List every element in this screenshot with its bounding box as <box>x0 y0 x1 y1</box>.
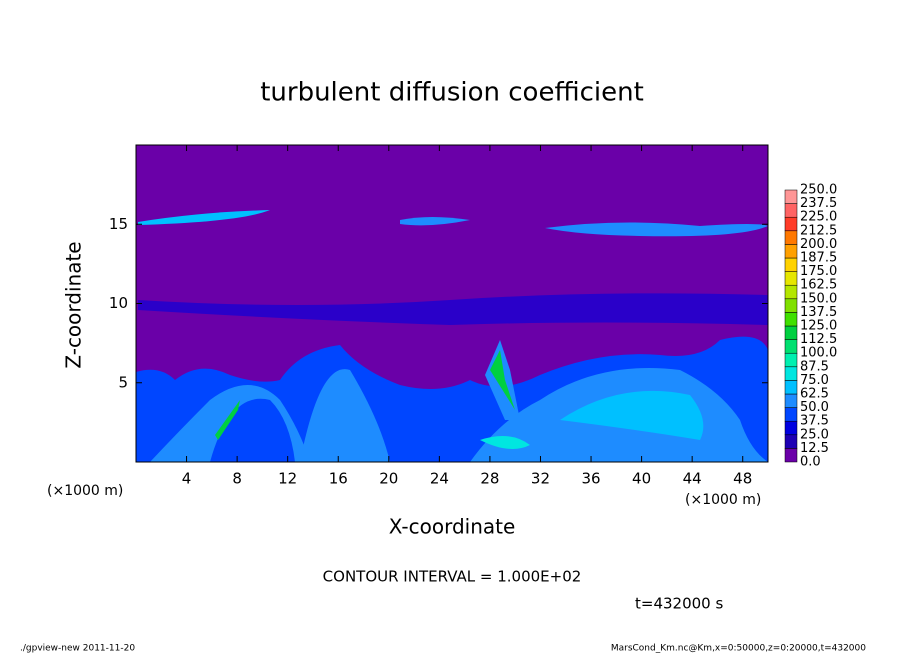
colorbar-box <box>784 284 798 300</box>
x-tick-label: 44 <box>683 470 702 488</box>
colorbar-box <box>784 203 798 218</box>
colorbar-box <box>784 216 798 232</box>
x-unit-label: (×1000 m) <box>685 492 761 508</box>
colorbar-box <box>784 420 798 436</box>
colorbar-box <box>784 298 798 313</box>
field-shape <box>138 293 768 325</box>
colorbar-label: 162.5 <box>800 278 837 293</box>
colorbar-label: 62.5 <box>800 387 829 402</box>
colorbar-label: 212.5 <box>800 223 837 238</box>
colorbar-box <box>784 271 798 286</box>
colorbar-label: 137.5 <box>800 305 837 320</box>
x-tick-label: 12 <box>278 470 297 488</box>
colorbar-label: 37.5 <box>800 414 829 429</box>
x-tick-label: 28 <box>480 470 499 488</box>
colorbar-label: 200.0 <box>800 237 837 252</box>
colorbar-box <box>784 325 798 340</box>
x-tick-label: 40 <box>632 470 651 488</box>
y-unit-label: (×1000 m) <box>47 483 123 499</box>
contour-interval: CONTOUR INTERVAL = 1.000E+02 <box>323 568 582 586</box>
colorbar-box <box>784 380 798 395</box>
y-axis-label: Z-coordinate <box>62 241 86 368</box>
time-label: t=432000 s <box>635 595 723 613</box>
colorbar-label: 112.5 <box>800 332 837 347</box>
field-shape <box>490 350 515 410</box>
colorbar-label: 187.5 <box>800 251 837 266</box>
field-shape <box>210 398 295 462</box>
colorbar-label: 75.0 <box>800 373 829 388</box>
colorbar-label: 50.0 <box>800 400 829 415</box>
colorbar-label: 237.5 <box>800 196 837 211</box>
colorbar-label: 12.5 <box>800 441 829 456</box>
colorbar-box <box>784 407 798 422</box>
x-tick-label: 24 <box>430 470 449 488</box>
colorbar-label: 25.0 <box>800 427 829 442</box>
colorbar-box <box>784 312 798 327</box>
colorbar-label: 175.0 <box>800 264 837 279</box>
colorbar-label: 150.0 <box>800 291 837 306</box>
colorbar-box <box>784 448 798 463</box>
colorbar-label: 225.0 <box>800 210 837 225</box>
field-shape <box>545 222 768 237</box>
x-tick-label: 4 <box>182 470 192 488</box>
colorbar-box <box>784 393 798 408</box>
colorbar-box <box>784 352 798 368</box>
field-shape <box>400 217 470 226</box>
colorbar-label: 87.5 <box>800 359 829 374</box>
colorbar-box <box>784 257 798 272</box>
footer-left: ./gpview-new 2011-11-20 <box>20 644 135 654</box>
field <box>136 210 768 462</box>
colorbar-label: 125.0 <box>800 319 837 334</box>
field-shape <box>300 369 390 462</box>
chart-title: turbulent diffusion coefficient <box>260 78 644 108</box>
y-tick-label: 10 <box>109 294 128 312</box>
y-tick-label: 5 <box>118 373 128 391</box>
field-shape <box>560 390 704 440</box>
colorbar-label: 250.0 <box>800 183 837 198</box>
x-tick-label: 20 <box>379 470 398 488</box>
x-tick-label: 16 <box>329 470 348 488</box>
colorbar-label: 0.0 <box>800 455 821 470</box>
y-tick-label: 15 <box>109 215 128 233</box>
colorbar-box <box>784 339 798 354</box>
x-tick-label: 32 <box>531 470 550 488</box>
field-shape <box>480 436 530 449</box>
colorbar-box <box>784 366 798 381</box>
x-tick-label: 48 <box>733 470 752 488</box>
footer-right: MarsCond_Km.nc@Km,x=0:50000,z=0:20000,t=… <box>611 644 866 654</box>
x-axis-label: X-coordinate <box>389 515 516 539</box>
colorbar-box <box>784 434 798 449</box>
field-shape <box>215 400 240 440</box>
field-shape <box>138 210 270 225</box>
x-tick-label: 8 <box>232 470 242 488</box>
colorbar-box <box>784 230 798 245</box>
x-tick-label: 36 <box>581 470 600 488</box>
colorbar-box <box>784 189 798 204</box>
colorbar-label: 100.0 <box>800 346 837 361</box>
colorbar-box <box>784 244 798 259</box>
